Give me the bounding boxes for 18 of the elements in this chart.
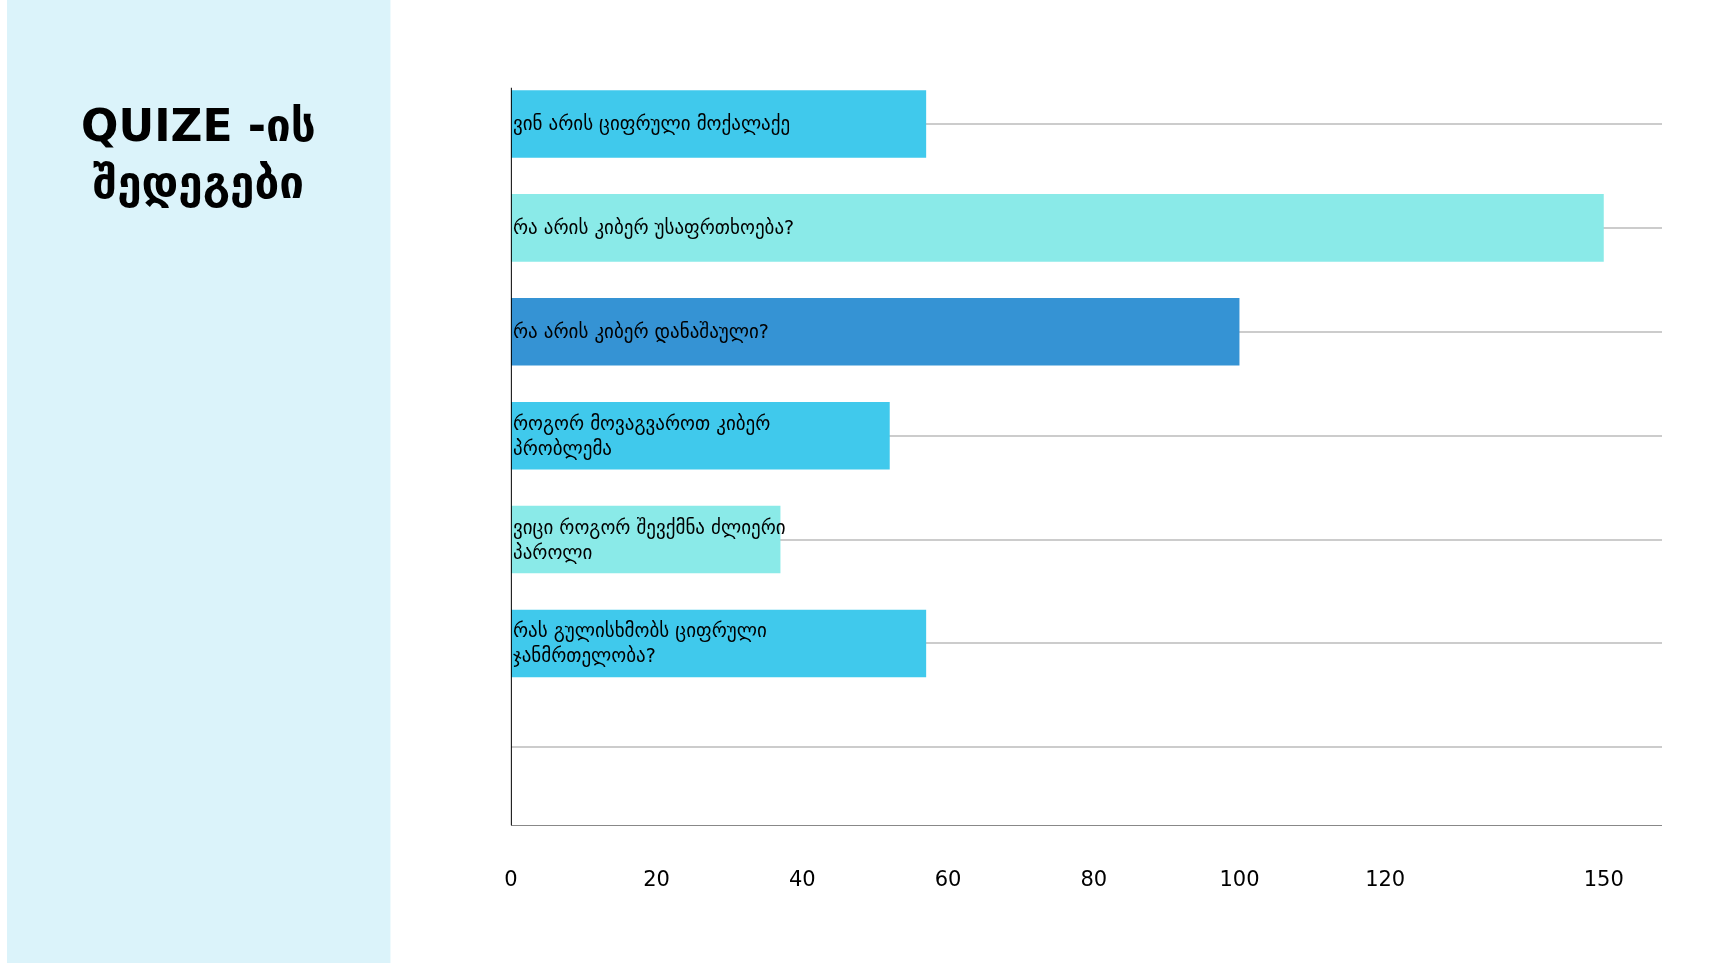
x-tick-label: 0 xyxy=(504,867,518,892)
bar xyxy=(510,90,927,158)
x-tick-label: 150 xyxy=(1583,867,1624,892)
x-tick-label: 100 xyxy=(1219,867,1260,892)
y-tick-label: ვიცი როგორ შევქმნა ძლიერი პაროლი xyxy=(513,516,786,564)
y-tick-label: როგორ მოვაგვაროთ კიბერ პრობლემა xyxy=(513,412,771,460)
text: QUIZE -ის შედეგები xyxy=(81,100,316,209)
bar xyxy=(510,194,1604,262)
y-tick-label: რა არის კიბერ დანაშაული? xyxy=(513,320,769,343)
x-tick-label: 20 xyxy=(643,867,670,892)
x-tick-label: 40 xyxy=(788,867,816,892)
x-tick-label: 80 xyxy=(1080,867,1108,892)
y-tick-label: ვინ არის ციფრული მოქალაქე xyxy=(513,112,791,135)
y-tick-label: რას გულისხმობს ციფრული ჯანმრთელობა? xyxy=(513,619,767,667)
x-tick-label: 120 xyxy=(1365,867,1406,892)
bar xyxy=(510,298,1240,366)
y-tick-label: რა არის კიბერ უსაფრთხოება? xyxy=(513,216,795,239)
x-tick-label: 60 xyxy=(934,867,962,892)
